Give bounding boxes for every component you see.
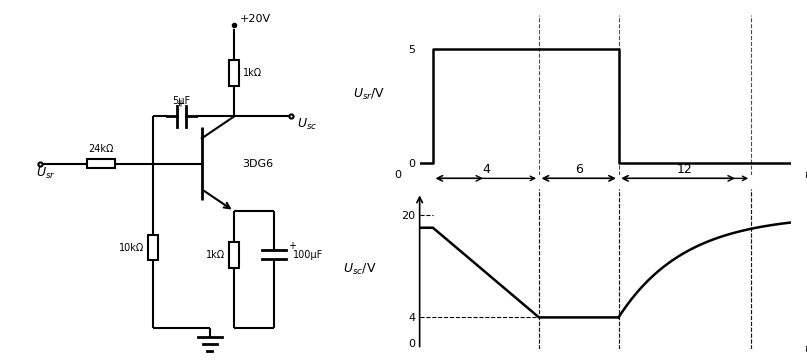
Text: 10kΩ: 10kΩ (119, 242, 144, 253)
Text: $U_{sc}$: $U_{sc}$ (297, 116, 317, 131)
Text: 6: 6 (615, 191, 622, 204)
Bar (148, 235, 158, 260)
Text: +: + (176, 99, 184, 109)
Text: +20V: +20V (240, 14, 271, 24)
Bar (229, 242, 239, 268)
Text: 100μF: 100μF (293, 250, 323, 260)
Text: $t$/μs: $t$/μs (804, 168, 807, 182)
Text: 24kΩ: 24kΩ (88, 144, 114, 154)
Text: 1kΩ: 1kΩ (206, 250, 225, 260)
Y-axis label: $U_{sr}$/V: $U_{sr}$/V (353, 87, 386, 102)
Text: 6: 6 (575, 163, 583, 176)
Text: 5μF: 5μF (173, 96, 190, 106)
Text: 0: 0 (394, 170, 401, 180)
Text: +: + (289, 241, 296, 251)
Bar (229, 60, 239, 86)
Text: $U_{sr}$: $U_{sr}$ (36, 166, 56, 181)
Text: $t$/μs: $t$/μs (804, 343, 807, 356)
Bar (87, 159, 115, 168)
Text: 4: 4 (535, 191, 543, 204)
Text: 4: 4 (482, 163, 490, 176)
Text: 3DG6: 3DG6 (242, 159, 274, 169)
Text: 12: 12 (677, 163, 692, 176)
Text: 1kΩ: 1kΩ (243, 68, 262, 78)
Y-axis label: $U_{sc}$/V: $U_{sc}$/V (343, 262, 376, 277)
